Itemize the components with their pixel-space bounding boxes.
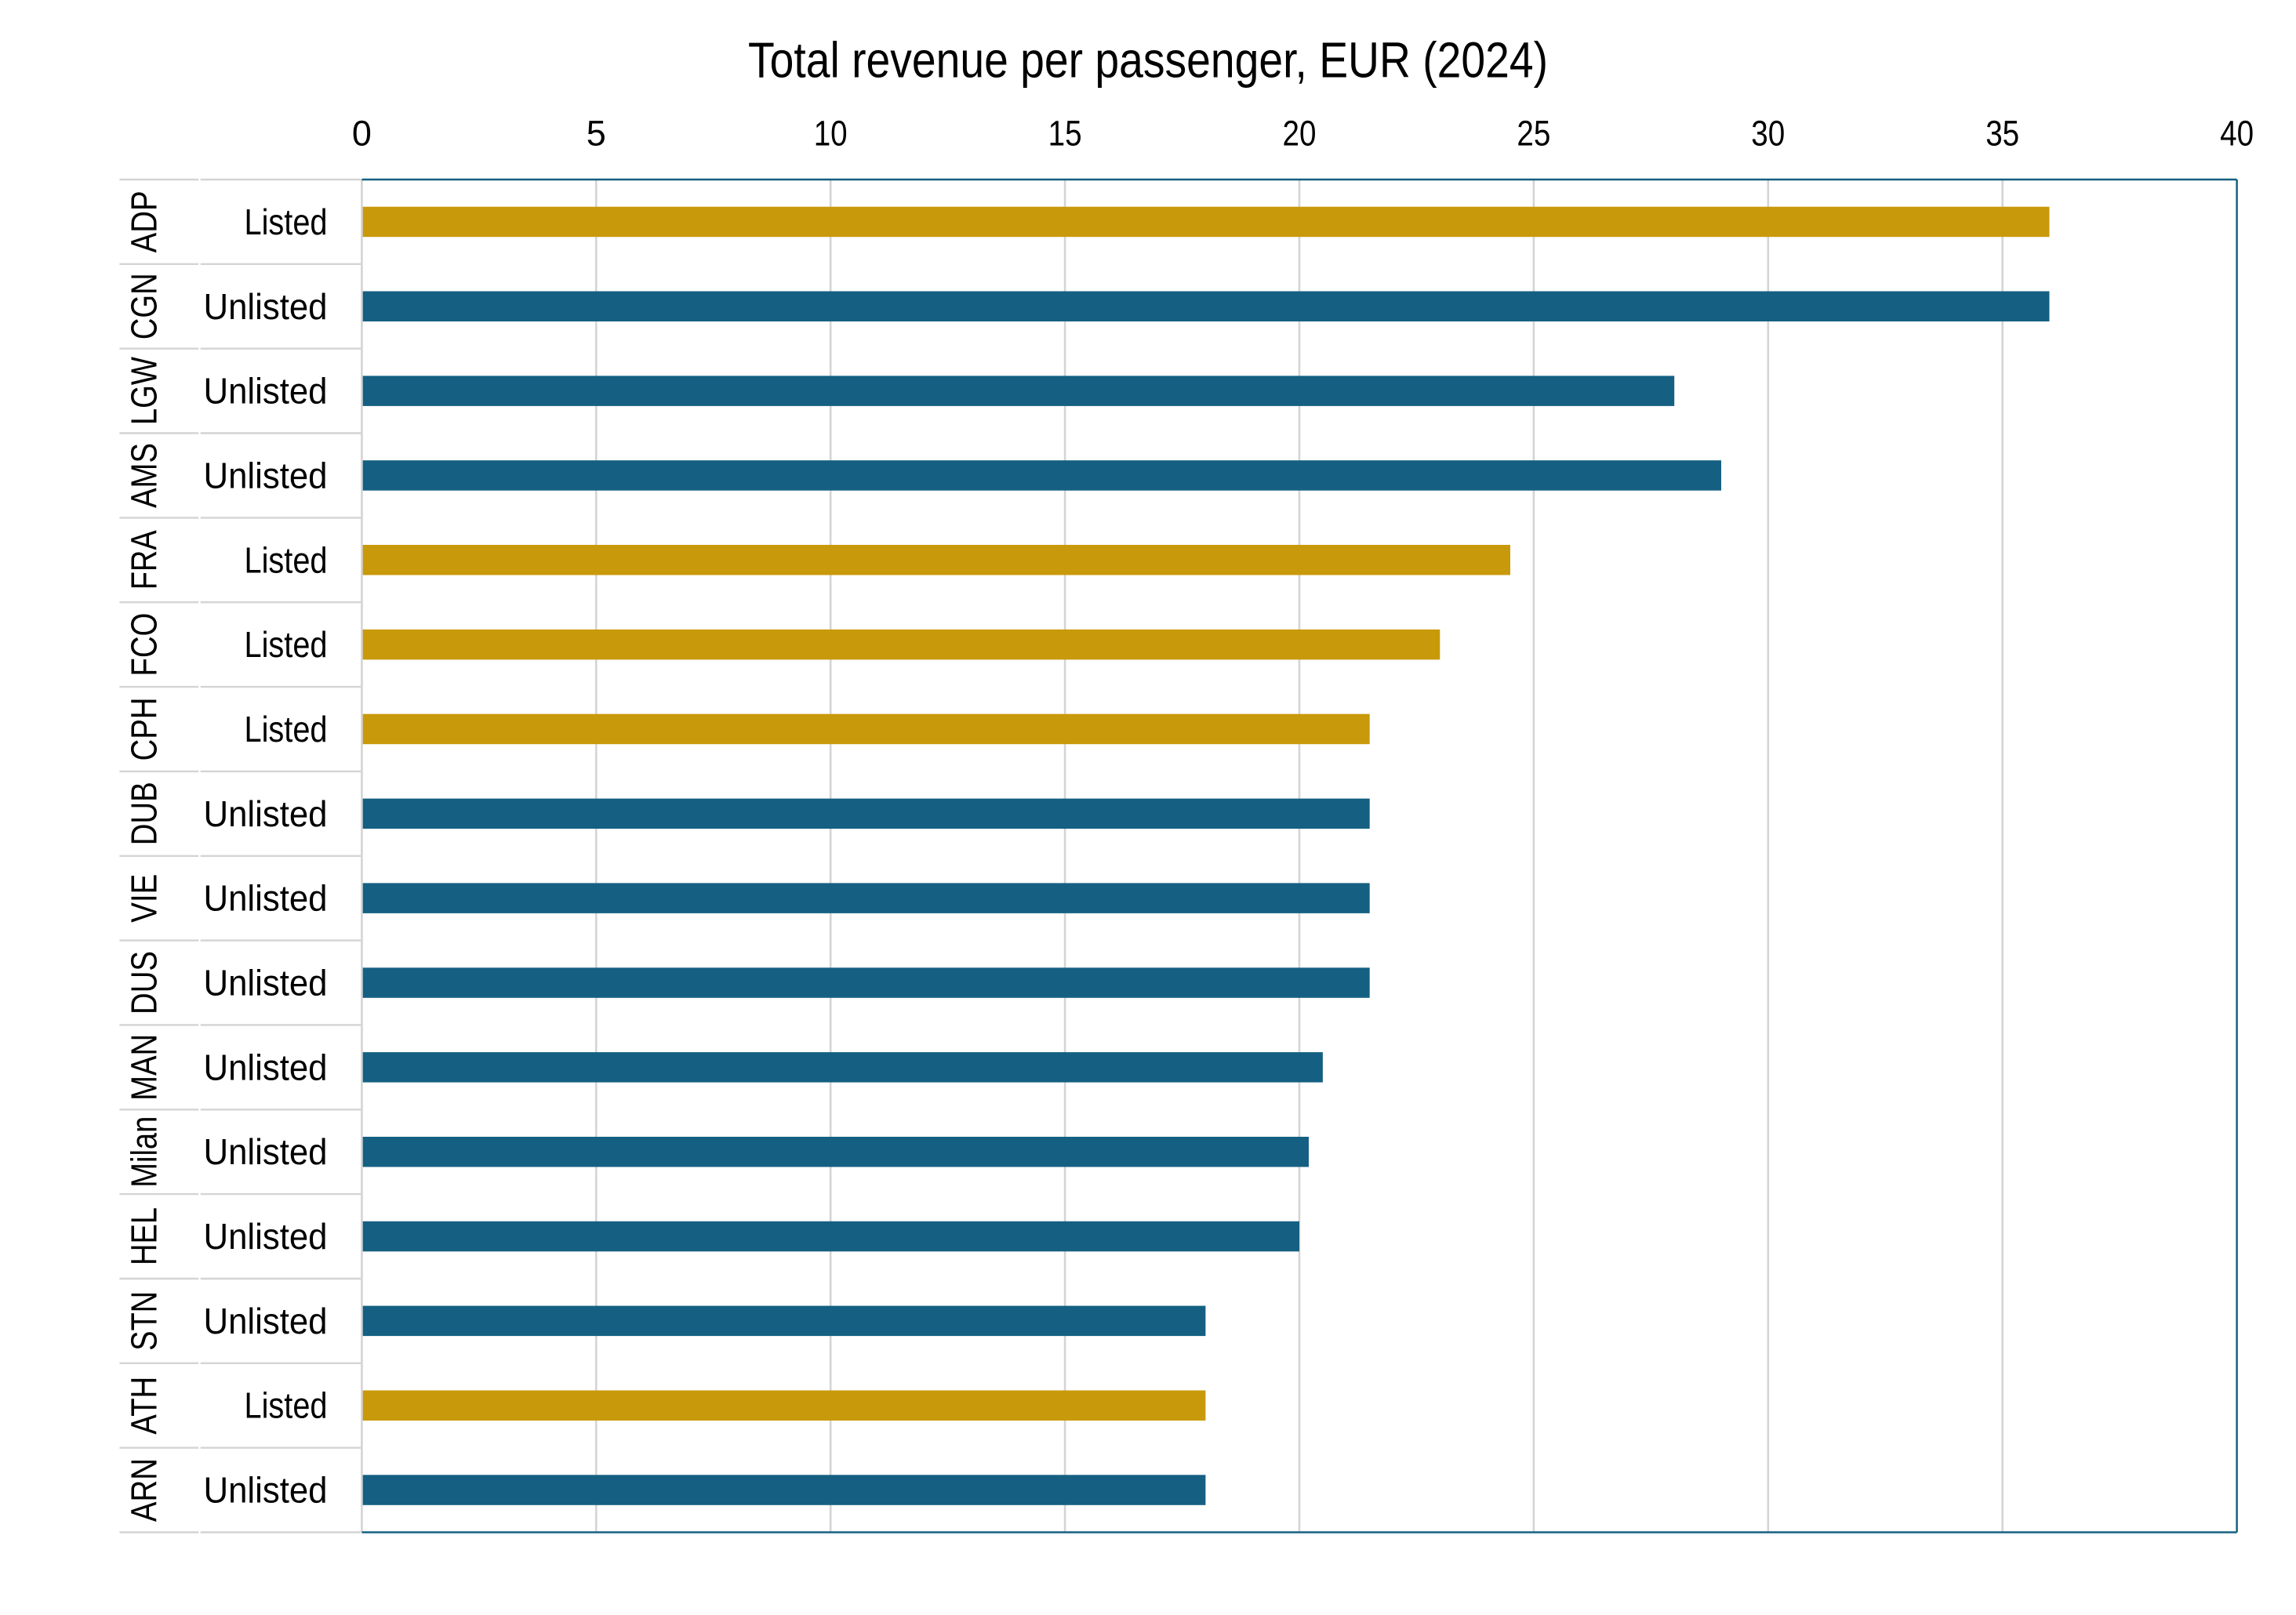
svg-text:Unlisted: Unlisted	[204, 1131, 328, 1172]
svg-text:0: 0	[352, 113, 372, 153]
svg-text:Unlisted: Unlisted	[204, 963, 328, 1003]
svg-text:Listed: Listed	[245, 201, 328, 242]
svg-text:DUS: DUS	[124, 951, 165, 1014]
svg-text:Total revenue per passenger, E: Total revenue per passenger, EUR (2024)	[748, 32, 1548, 89]
svg-text:Listed: Listed	[245, 1385, 328, 1426]
svg-text:Unlisted: Unlisted	[204, 286, 328, 327]
svg-text:Unlisted: Unlisted	[204, 371, 328, 412]
svg-text:MAN: MAN	[124, 1034, 165, 1101]
svg-text:25: 25	[1517, 113, 1550, 153]
svg-text:HEL: HEL	[124, 1207, 165, 1265]
svg-text:Milan: Milan	[124, 1116, 165, 1188]
svg-text:Unlisted: Unlisted	[204, 1047, 328, 1087]
svg-text:LGW: LGW	[124, 357, 165, 425]
svg-text:FRA: FRA	[124, 530, 165, 590]
svg-text:CPH: CPH	[124, 698, 165, 761]
svg-text:Unlisted: Unlisted	[204, 878, 328, 919]
svg-text:AMS: AMS	[124, 443, 165, 508]
svg-text:DUB: DUB	[124, 782, 165, 845]
svg-text:FCO: FCO	[124, 613, 165, 677]
svg-text:ATH: ATH	[124, 1377, 165, 1435]
svg-text:Listed: Listed	[245, 709, 328, 749]
svg-text:Unlisted: Unlisted	[204, 1216, 328, 1257]
svg-text:Unlisted: Unlisted	[204, 455, 328, 496]
svg-text:VIE: VIE	[124, 874, 165, 923]
svg-text:5: 5	[587, 113, 606, 153]
svg-text:30: 30	[1751, 113, 1785, 153]
svg-text:Listed: Listed	[245, 624, 328, 665]
svg-text:Unlisted: Unlisted	[204, 793, 328, 834]
svg-text:CGN: CGN	[124, 273, 165, 339]
svg-text:ARN: ARN	[124, 1458, 165, 1522]
svg-text:35: 35	[1985, 113, 2019, 153]
svg-text:Listed: Listed	[245, 539, 328, 580]
svg-text:10: 10	[814, 113, 848, 153]
svg-text:Unlisted: Unlisted	[204, 1470, 328, 1511]
svg-text:20: 20	[1283, 113, 1317, 153]
svg-text:15: 15	[1048, 113, 1082, 153]
svg-text:40: 40	[2220, 113, 2254, 153]
svg-text:Unlisted: Unlisted	[204, 1301, 328, 1341]
svg-text:STN: STN	[124, 1291, 165, 1351]
svg-text:ADP: ADP	[124, 191, 165, 252]
